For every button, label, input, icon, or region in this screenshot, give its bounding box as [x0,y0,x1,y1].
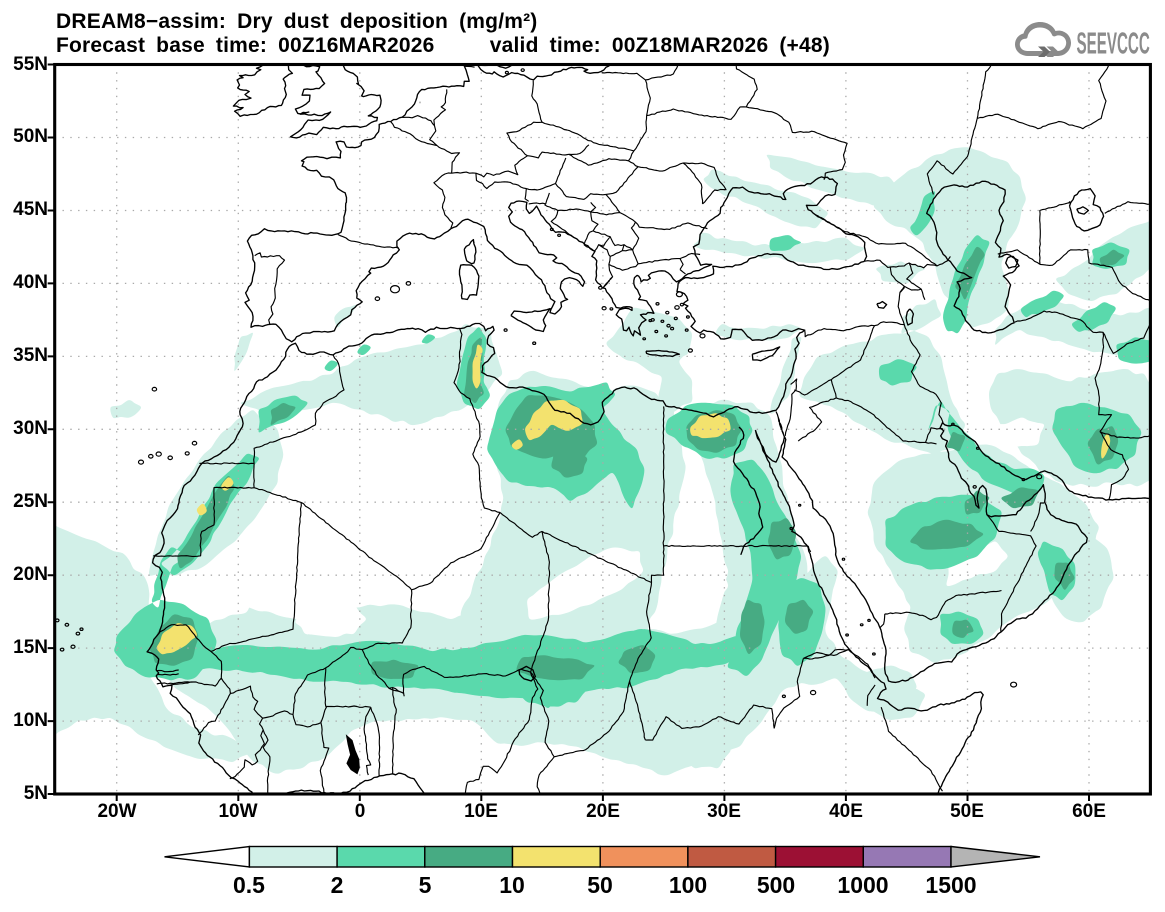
svg-text:SEEVCCC: SEEVCCC [1077,26,1150,61]
